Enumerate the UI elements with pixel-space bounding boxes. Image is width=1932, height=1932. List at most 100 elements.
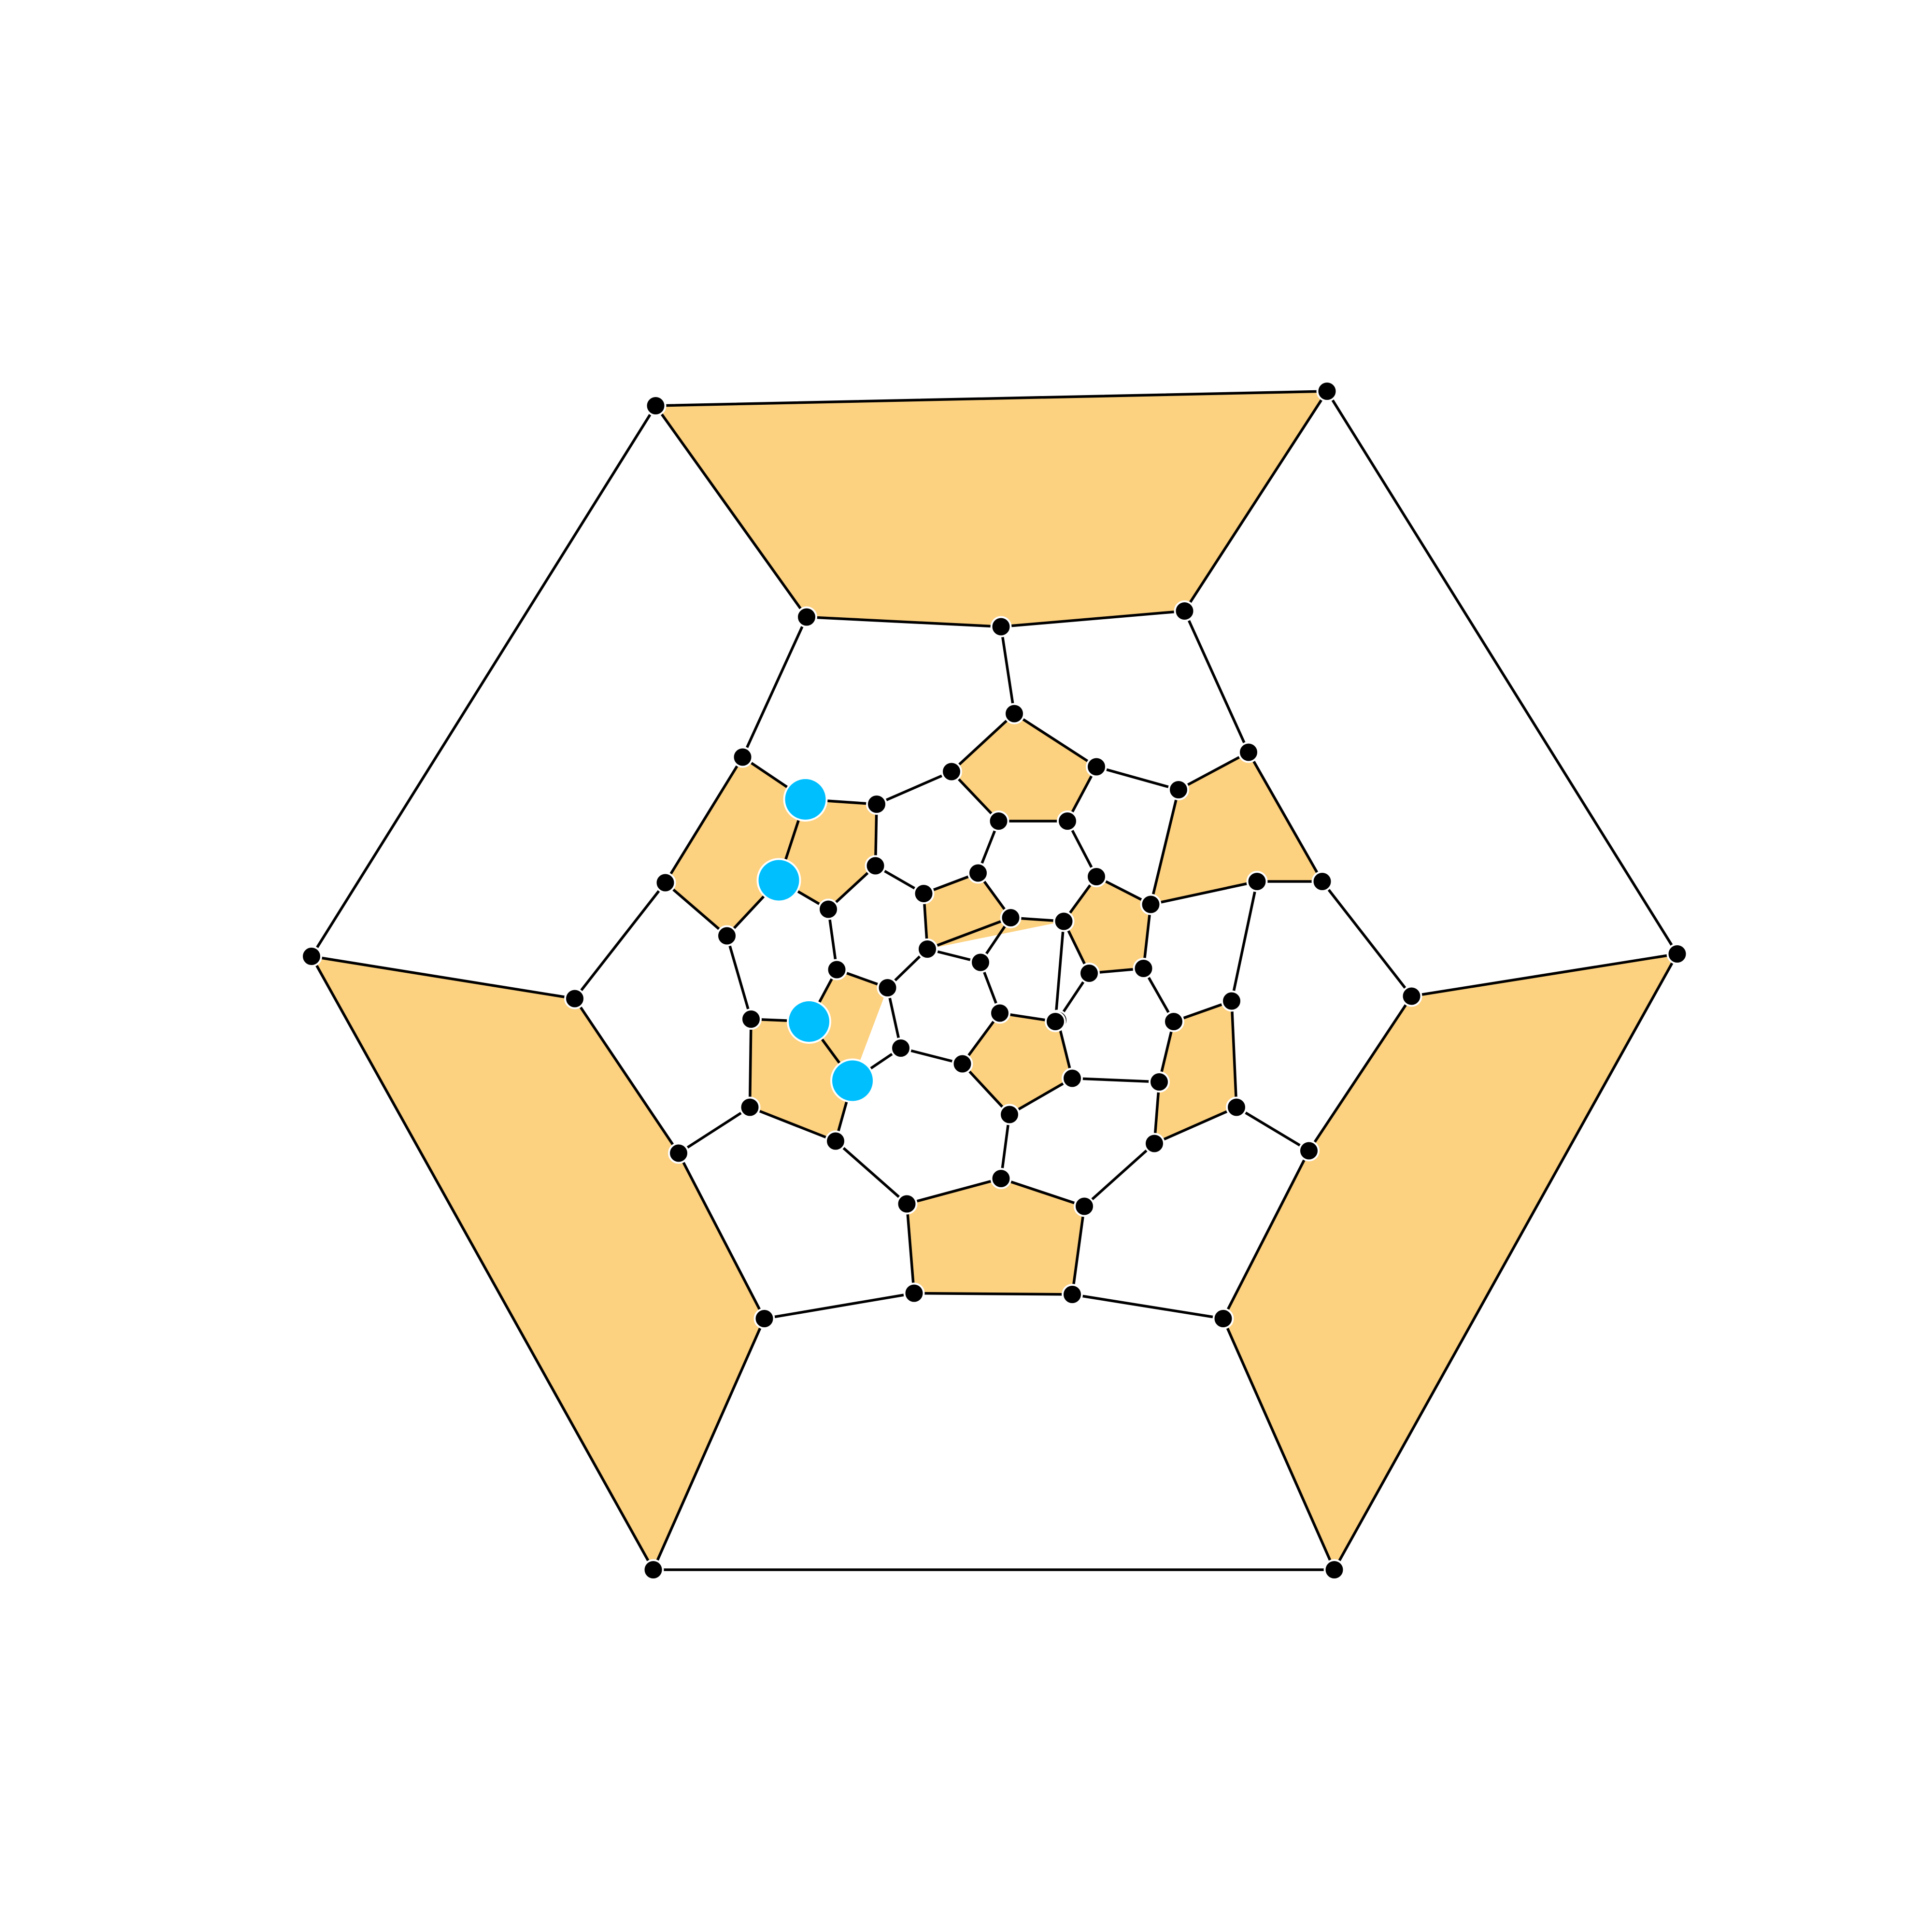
vertex [1062,1067,1083,1089]
vertex [913,883,935,904]
edge [310,404,657,958]
edge [912,1292,1074,1296]
edge [1008,1077,1074,1116]
edge [1095,765,1180,791]
edge [1230,880,1259,1003]
vertex [967,862,989,884]
vertex [896,1193,918,1215]
vertex [642,1559,664,1580]
vertex [1323,1559,1345,1580]
edge [875,770,953,806]
edge [1307,994,1413,1152]
vertex [1133,958,1154,979]
edge [1153,1106,1238,1145]
edge [950,770,1000,823]
vertex [796,606,817,628]
vertex [1053,910,1075,932]
vertex [825,1130,846,1152]
vertex [1666,943,1688,965]
vertex [654,872,676,894]
edge [1149,880,1259,906]
vertex [826,959,848,980]
vertex [990,1168,1012,1189]
highlighted-vertex-4 [830,1058,875,1103]
vertex [988,810,1009,832]
vertex [740,1009,762,1030]
vertex [1298,1140,1320,1162]
highlighted-vertex-2 [756,858,801,903]
edge [654,390,1329,407]
shaded-faces [312,391,1677,1570]
shaded-face-1 [655,391,1327,627]
vertex [732,746,753,768]
vertex [917,938,938,960]
shaded-face-7 [750,969,888,1141]
edge [834,1139,909,1206]
edge [926,916,1012,951]
highlighted-vertex-3 [787,999,831,1044]
vertex [999,1104,1020,1125]
vertex [1079,963,1100,984]
edge [999,625,1016,715]
vertex [1246,871,1268,892]
shaded-face-12 [962,1013,1072,1115]
vertex [1226,1096,1247,1118]
edge [999,1113,1011,1180]
vertex [952,1053,973,1075]
vertex [1238,741,1259,763]
edge [677,1106,752,1155]
edge [1054,920,1065,1023]
vertices [301,381,1688,1580]
vertex [990,616,1012,638]
vertex [1057,810,1078,832]
vertex [865,855,886,877]
edge [1183,390,1329,612]
edge [573,997,680,1155]
edge [664,881,728,938]
edge [1410,952,1679,998]
edge [763,1292,916,1320]
vertex [941,761,962,782]
edge [1071,1205,1086,1296]
edge [1071,1293,1225,1320]
edge [652,1317,766,1571]
edge [1142,903,1152,970]
edge [1222,1317,1336,1571]
vertex [753,1308,775,1329]
shaded-face-8 [907,1179,1084,1294]
edge [748,1106,837,1143]
edge [748,1018,753,1109]
vertex [818,898,839,920]
vertex [645,395,667,416]
shaded-face-9 [1154,1001,1236,1144]
edge [999,610,1186,628]
vertex [1045,1011,1066,1032]
edge [725,934,753,1021]
vertex [1000,907,1022,928]
vertex [1311,871,1333,892]
edge [827,864,877,911]
edge [1222,1149,1310,1320]
vertex [989,1002,1010,1024]
shaded-face-11 [1064,877,1151,973]
edge [1149,788,1180,906]
edge [1071,1077,1161,1083]
edge [1321,880,1413,998]
edge [905,1202,916,1295]
vertex [739,1096,761,1118]
vertex [1221,990,1242,1012]
edge [1177,751,1250,791]
vertex [1086,866,1107,887]
edge [573,881,667,1000]
vertex [1086,756,1107,778]
shaded-face-3 [1223,954,1677,1570]
vertex [1140,894,1162,915]
vertex [1174,600,1195,622]
shaded-face-2 [312,956,765,1570]
edge [664,755,744,884]
vertex [877,977,898,998]
shaded-face-4 [952,713,1096,821]
edge [961,1062,1011,1116]
